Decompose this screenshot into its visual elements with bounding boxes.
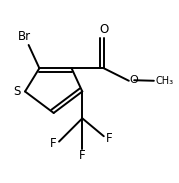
Text: Br: Br [18,30,31,43]
Text: O: O [129,75,138,85]
Text: O: O [99,23,108,36]
Text: F: F [50,137,57,150]
Text: F: F [106,132,112,145]
Text: F: F [79,149,86,162]
Text: S: S [13,85,21,98]
Text: CH₃: CH₃ [156,76,174,86]
